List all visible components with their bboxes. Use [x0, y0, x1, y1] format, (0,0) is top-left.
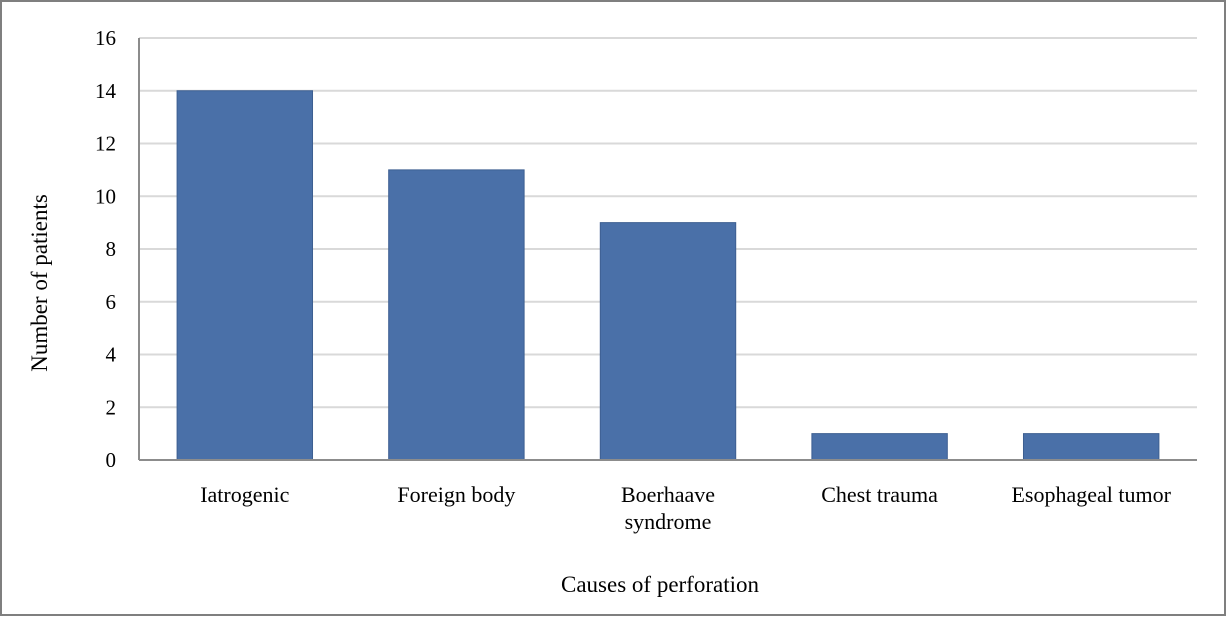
y-tick-label: 14 [95, 79, 117, 103]
x-category-labels: Iatrogenic Foreign body Boerhaave syndrome C… [200, 482, 1171, 534]
y-axis-title: Number of patients [27, 194, 52, 372]
x-axis-title: Causes of perforation [561, 572, 759, 597]
bar [176, 90, 314, 461]
y-tick-label: 16 [95, 26, 116, 50]
bar [599, 222, 737, 461]
y-tick-label: 10 [95, 184, 116, 208]
y-tick-label: 0 [106, 448, 117, 472]
x-category-label: Foreign body [397, 482, 515, 507]
x-category-label: Esophageal tumor [1011, 482, 1171, 507]
bar [388, 169, 525, 461]
bars [176, 90, 1160, 461]
bar [1022, 433, 1160, 461]
x-category-label: Chest trauma [821, 482, 938, 507]
bar [811, 433, 948, 461]
x-category-label: Iatrogenic [200, 482, 289, 507]
y-tick-label: 8 [106, 237, 117, 261]
y-tick-labels: 0 2 4 6 8 10 12 14 16 [95, 26, 117, 472]
x-category-label: Boerhaave syndrome [621, 482, 715, 534]
y-tick-label: 6 [106, 290, 117, 314]
axes [138, 38, 1197, 461]
y-tick-label: 4 [106, 343, 117, 367]
y-tick-label: 2 [106, 395, 117, 419]
y-tick-label: 12 [95, 132, 116, 156]
